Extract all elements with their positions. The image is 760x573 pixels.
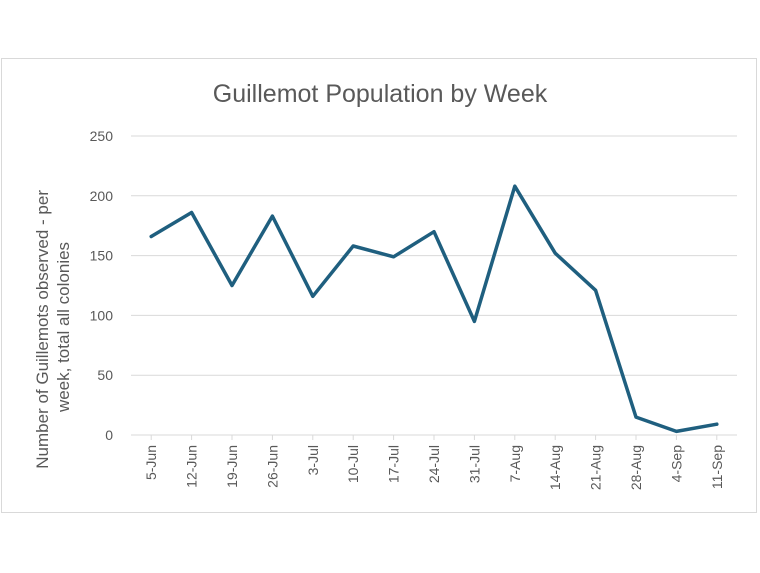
y-tick-label: 250 xyxy=(90,128,114,144)
x-tick-label: 31-Jul xyxy=(466,445,482,483)
x-tick-labels: 5-Jun 12-Jun 19-Jun 26-Jun 3-Jul 10-Jul 17-Jul… xyxy=(143,435,725,490)
x-tick-label: 24-Jul xyxy=(426,445,442,483)
chart-title: Guillemot Population by Week xyxy=(213,80,548,108)
x-tick-label: 3-Jul xyxy=(305,445,321,475)
y-tick-label: 200 xyxy=(90,188,114,204)
data-point xyxy=(674,429,678,433)
y-axis-label-line-2: week, total all colonies xyxy=(54,242,73,413)
data-point xyxy=(230,284,234,287)
x-tick-label: 19-Jun xyxy=(224,445,240,488)
data-point xyxy=(149,234,153,238)
y-axis-label: Number of Guillemots observed - per week… xyxy=(33,185,73,468)
x-tick-label: 4-Sep xyxy=(668,445,684,483)
y-tick-label: 100 xyxy=(90,307,114,323)
grid-lines xyxy=(131,135,737,436)
data-point xyxy=(553,251,557,255)
series-line-0 xyxy=(149,184,719,434)
x-tick-label: 26-Jun xyxy=(264,445,280,488)
data-point xyxy=(634,415,638,419)
y-tick-label: 50 xyxy=(97,367,113,383)
x-tick-label: 14-Aug xyxy=(547,445,563,490)
data-point xyxy=(190,211,194,215)
y-axis-label-line-1: Number of Guillemots observed - per xyxy=(33,190,52,469)
data-point xyxy=(472,319,476,323)
x-tick-label: 7-Aug xyxy=(507,445,523,482)
x-tick-label: 5-Jun xyxy=(143,445,159,480)
x-tick-label: 21-Aug xyxy=(588,445,604,490)
data-point xyxy=(270,214,274,218)
data-point xyxy=(594,288,598,292)
x-tick-label: 11-Sep xyxy=(709,445,725,489)
x-tick-label: 10-Jul xyxy=(345,445,361,483)
data-point xyxy=(351,244,355,248)
chart-frame xyxy=(1,58,757,513)
y-tick-label: 0 xyxy=(105,427,113,443)
series-layer xyxy=(149,184,719,434)
x-tick-label: 28-Aug xyxy=(628,445,644,490)
data-point xyxy=(715,422,719,426)
data-point xyxy=(513,184,517,188)
data-point xyxy=(311,294,315,298)
data-point xyxy=(432,230,436,234)
x-tick-label: 17-Jul xyxy=(386,445,402,483)
x-tick-label: 12-Jun xyxy=(184,445,200,488)
y-tick-label: 150 xyxy=(90,248,114,264)
y-tick-labels: 0 50 100 150 200 250 xyxy=(90,128,114,443)
data-point xyxy=(392,255,396,259)
